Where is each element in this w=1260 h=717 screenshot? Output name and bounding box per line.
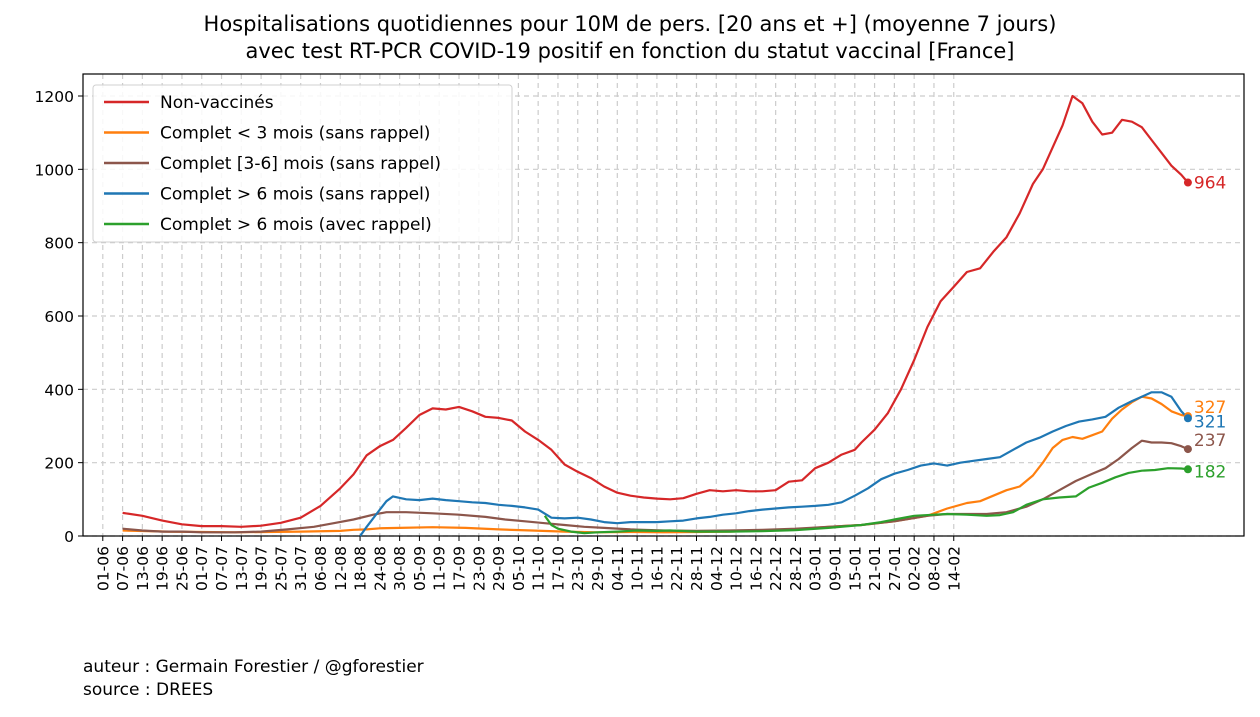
- x-tick-label: 07-06: [114, 546, 132, 591]
- x-tick-label: 25-06: [173, 546, 191, 591]
- series-line: [359, 391, 1189, 537]
- y-tick-label: 1000: [35, 161, 74, 179]
- legend-label: Complet [3-6] mois (sans rappel): [160, 154, 441, 174]
- series-line: [122, 94, 1189, 528]
- x-tick-label: 04-11: [609, 546, 627, 591]
- x-tick-label: 30-08: [391, 546, 409, 591]
- x-tick-label: 05-09: [411, 546, 429, 591]
- x-tick-label: 21-01: [866, 546, 884, 591]
- x-tick-label: 06-08: [312, 546, 330, 591]
- x-tick-label: 01-07: [193, 546, 211, 591]
- chart-title-line-2: avec test RT-PCR COVID-19 positif en fon…: [245, 39, 1015, 63]
- x-tick-label: 22-11: [668, 546, 686, 591]
- series-line: [122, 439, 1189, 534]
- x-tick-label: 28-11: [688, 546, 706, 591]
- legend-label: Complet < 3 mois (sans rappel): [160, 124, 430, 144]
- footer-source: source : DREES: [83, 680, 214, 700]
- x-tick-label: 23-10: [569, 546, 587, 591]
- x-tick-label: 25-07: [272, 546, 290, 591]
- x-tick-label: 29-10: [589, 546, 607, 591]
- chart-title-line-1: Hospitalisations quotidiennes pour 10M d…: [203, 12, 1057, 36]
- x-tick-label: 23-09: [470, 546, 488, 591]
- x-tick-label: 05-10: [510, 546, 528, 591]
- x-tick-label: 19-06: [154, 546, 172, 591]
- x-tick-label: 16-11: [648, 546, 666, 591]
- y-tick-label: 600: [44, 308, 74, 326]
- y-tick-label: 400: [44, 381, 74, 399]
- y-tick-label: 800: [44, 235, 74, 253]
- plot-frame: [82, 73, 1245, 537]
- series-end-label: 321: [1194, 412, 1226, 432]
- series-line: [122, 395, 1189, 534]
- series-end-label: 237: [1194, 431, 1226, 451]
- x-tick-label: 28-12: [787, 546, 805, 591]
- x-tick-label: 07-07: [213, 546, 231, 591]
- y-tick-label: 0: [64, 528, 74, 546]
- x-tick-label: 13-07: [233, 546, 251, 591]
- series-end-point: [1183, 414, 1192, 423]
- series-end-point: [1183, 178, 1192, 187]
- x-tick-label: 16-12: [747, 546, 765, 591]
- x-tick-label: 29-09: [490, 546, 508, 591]
- x-tick-label: 19-07: [253, 546, 271, 591]
- x-tick-label: 02-02: [906, 546, 924, 591]
- series-end-label: 964: [1194, 174, 1226, 194]
- x-tick-label: 11-10: [530, 546, 548, 591]
- x-tick-label: 17-09: [451, 546, 469, 591]
- y-tick-label: 1200: [35, 88, 74, 106]
- x-tick-label: 09-01: [827, 546, 845, 591]
- x-tick-label: 13-06: [134, 546, 152, 591]
- series-end-point: [1183, 445, 1192, 454]
- legend: Non-vaccinés Complet < 3 mois (sans rappe…: [92, 84, 513, 243]
- x-tick-label: 15-01: [846, 546, 864, 591]
- legend-box: [92, 84, 513, 243]
- x-tick-label: 08-02: [925, 546, 943, 591]
- x-tick-label: 11-09: [431, 546, 449, 591]
- x-tick-label: 01-06: [94, 546, 112, 591]
- footer-author: auteur : Germain Forestier / @gforestier: [83, 657, 424, 677]
- x-tick-label: 04-12: [708, 546, 726, 591]
- x-tick-label: 10-11: [629, 546, 647, 591]
- series-end-label: 182: [1194, 462, 1226, 482]
- series-line: [543, 467, 1189, 535]
- x-tick-label: 27-01: [886, 546, 904, 591]
- x-tick-label: 10-12: [728, 546, 746, 591]
- x-tick-label: 12-08: [332, 546, 350, 591]
- series-group: [122, 94, 1189, 537]
- x-tick-label: 24-08: [371, 546, 389, 591]
- legend-label: Complet > 6 mois (sans rappel): [160, 185, 430, 205]
- x-tick-label: 03-01: [807, 546, 825, 591]
- series-end-label: 327: [1194, 398, 1226, 418]
- y-tick-label: 200: [44, 455, 74, 473]
- x-tick-label: 31-07: [292, 546, 310, 591]
- legend-label: Non-vaccinés: [160, 93, 274, 113]
- legend-label: Complet > 6 mois (avec rappel): [160, 215, 432, 235]
- x-tick-label: 22-12: [767, 546, 785, 591]
- x-tick-label: 17-10: [549, 546, 567, 591]
- x-tick-label: 14-02: [945, 546, 963, 591]
- x-tick-label: 18-08: [352, 546, 370, 591]
- series-end-point: [1183, 465, 1192, 474]
